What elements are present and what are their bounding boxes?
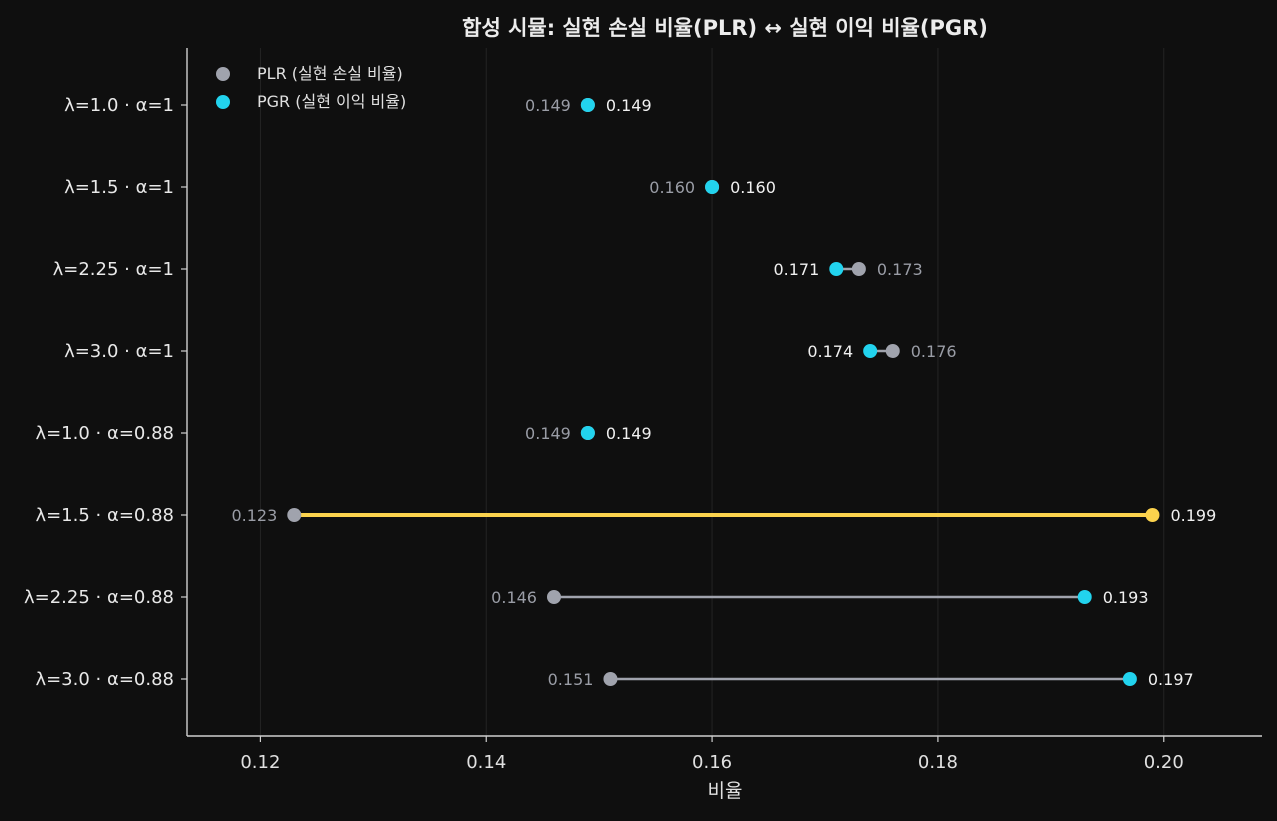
legend-label: PGR (실현 이익 비율) [257, 92, 406, 111]
legend-marker [216, 95, 230, 109]
pgr-value-label: 0.199 [1170, 506, 1216, 525]
plr-point [603, 672, 618, 686]
plr-value-label: 0.160 [649, 178, 695, 197]
x-tick-label: 0.12 [240, 752, 280, 773]
pgr-point [829, 262, 844, 276]
plr-point [851, 262, 866, 276]
y-tick-label: λ=1.0 · α=0.88 [35, 423, 174, 444]
x-tick-label: 0.18 [918, 752, 958, 773]
data-marks: 0.149 0.149 0.160 0.160 0.171 0.173 0.174 0.176… [231, 96, 1216, 689]
pgr-point [580, 98, 595, 112]
x-tick-label: 0.14 [466, 752, 506, 773]
pgr-point [1145, 508, 1160, 522]
y-tick-label: λ=2.25 · α=1 [53, 259, 174, 280]
plr-value-label: 0.173 [877, 260, 923, 279]
legend: PLR (실현 손실 비율) PGR (실현 이익 비율) [216, 64, 406, 111]
pgr-point [580, 426, 595, 440]
y-tick-label: λ=1.0 · α=1 [64, 95, 174, 116]
pgr-value-label: 0.171 [773, 260, 819, 279]
pgr-point [1122, 672, 1137, 686]
legend-marker [216, 67, 230, 81]
pgr-value-label: 0.174 [807, 342, 853, 361]
pgr-value-label: 0.149 [606, 424, 652, 443]
plr-value-label: 0.149 [525, 96, 571, 115]
x-axis-label: 비율 [708, 780, 743, 802]
plr-point [546, 590, 561, 604]
plr-value-label: 0.149 [525, 424, 571, 443]
chart-title: 합성 시뮬: 실현 손실 비율(PLR) ↔ 실현 이익 비율(PGR) [462, 16, 988, 40]
y-tick-label: λ=1.5 · α=0.88 [35, 505, 174, 526]
plr-value-label: 0.146 [491, 588, 537, 607]
x-tick-label: 0.16 [692, 752, 732, 773]
pgr-value-label: 0.160 [730, 178, 776, 197]
pgr-point [863, 344, 878, 358]
pgr-point [705, 180, 720, 194]
plr-value-label: 0.123 [231, 506, 277, 525]
pgr-value-label: 0.193 [1103, 588, 1149, 607]
y-tick-label: λ=3.0 · α=0.88 [35, 669, 174, 690]
plr-point [885, 344, 900, 358]
pgr-value-label: 0.149 [606, 96, 652, 115]
pgr-point [1077, 590, 1092, 604]
legend-label: PLR (실현 손실 비율) [257, 64, 403, 83]
y-tick-label: λ=1.5 · α=1 [64, 177, 174, 198]
y-tick-label: λ=2.25 · α=0.88 [24, 587, 174, 608]
pgr-value-label: 0.197 [1148, 670, 1194, 689]
plr-value-label: 0.151 [548, 670, 594, 689]
y-tick-label: λ=3.0 · α=1 [64, 341, 174, 362]
plr-value-label: 0.176 [911, 342, 957, 361]
grid-lines [259, 48, 1165, 736]
axes: 0.12 0.14 0.16 0.18 0.20 λ=1.0 · α=1 λ=1.5 · α… [24, 48, 1262, 773]
plr-point [287, 508, 302, 522]
x-tick-label: 0.20 [1144, 752, 1184, 773]
